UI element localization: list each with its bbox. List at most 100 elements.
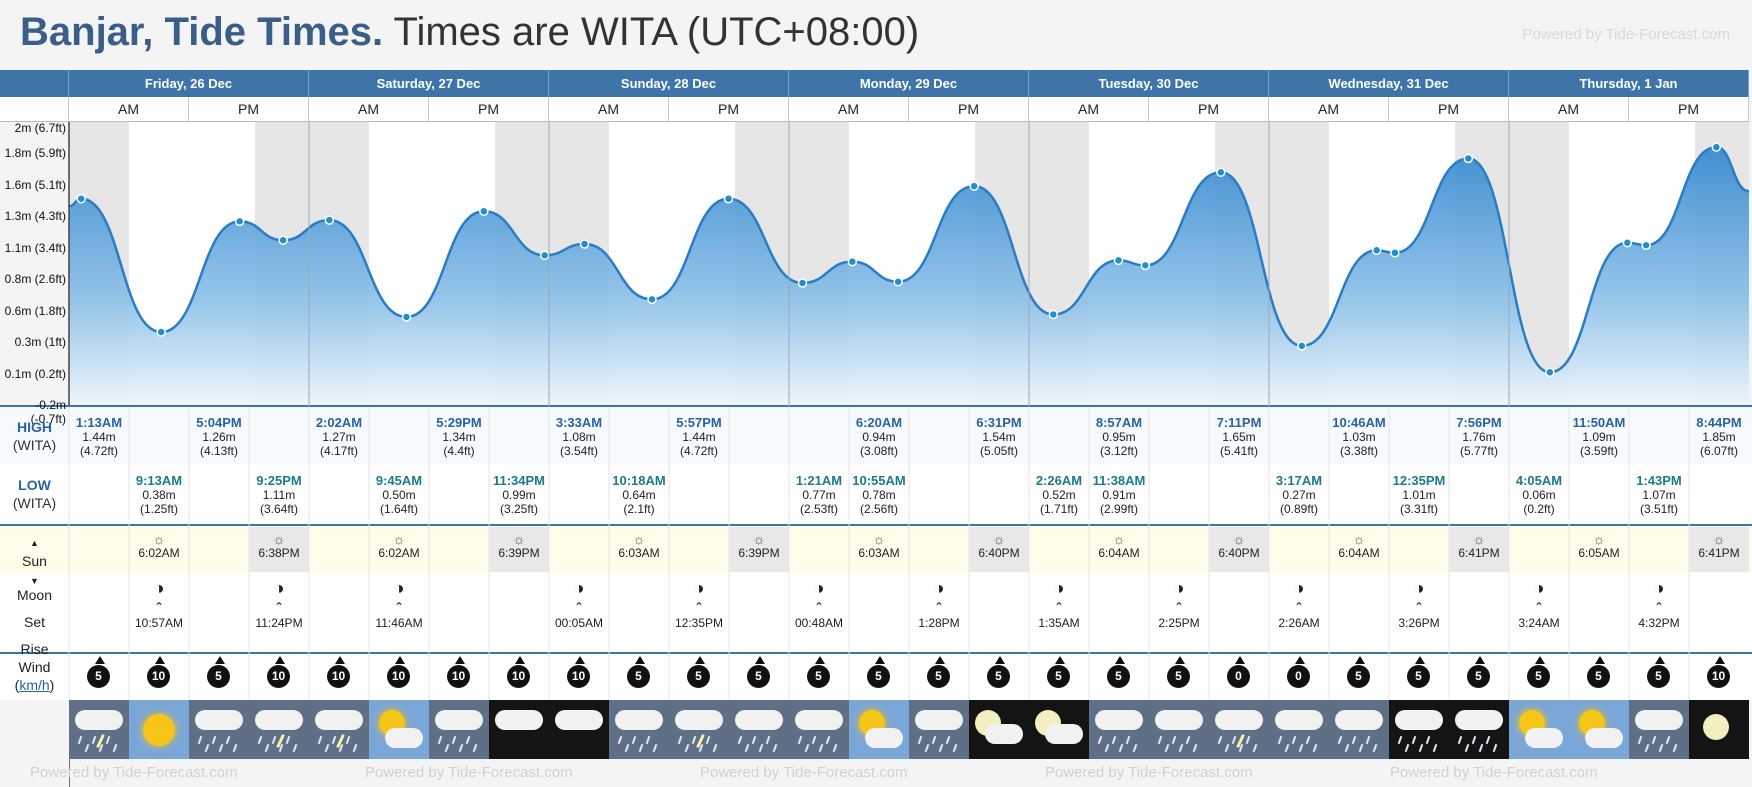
wind-direction-icon bbox=[1115, 656, 1125, 664]
moon-cell: ◑ ⌃ 10:57AM bbox=[129, 578, 189, 630]
sunset-cell: ☼ 6:38PM bbox=[249, 532, 309, 560]
tide-height-ft: (4.13ft) bbox=[199, 444, 238, 458]
wind-speed: 5 bbox=[1587, 665, 1610, 688]
cloud-shape bbox=[615, 710, 663, 730]
tide-height-ft: (3.38ft) bbox=[1339, 444, 1378, 458]
rain-icon bbox=[189, 700, 249, 759]
rain-drop bbox=[1372, 743, 1378, 753]
high-tide-cell: 7:56PM 1.76m (5.77ft) bbox=[1449, 416, 1509, 459]
y-tick-label: 2m (6.7ft) bbox=[14, 121, 66, 136]
tide-height-m: 1.54m bbox=[982, 430, 1016, 444]
wind-cell: 10 bbox=[429, 653, 489, 703]
sunrise-time: 6:04AM bbox=[1098, 546, 1140, 560]
sunrise-icon: ☼ bbox=[1112, 531, 1126, 547]
tide-height-ft: (3.31ft) bbox=[1399, 502, 1438, 516]
sunrise-time: 6:02AM bbox=[378, 546, 420, 560]
wind-direction-icon bbox=[395, 656, 405, 664]
y-tick-label: 0.8m (2.6ft) bbox=[4, 272, 66, 287]
wind-direction-icon bbox=[935, 656, 945, 664]
tide-height-m: 0.38m bbox=[142, 488, 176, 502]
wind-direction-icon bbox=[635, 656, 645, 664]
cloud-shape bbox=[195, 710, 243, 730]
high-tide-cell: 10:46AM 1.03m (3.38ft) bbox=[1329, 416, 1389, 459]
rain-drop bbox=[1644, 743, 1650, 753]
wind-unit-link[interactable]: km/h bbox=[19, 677, 50, 693]
tide-height-m: 0.27m bbox=[1282, 488, 1316, 502]
tide-height-ft: (2.99ft) bbox=[1099, 502, 1138, 516]
day-header: Saturday, 27 Dec bbox=[309, 70, 549, 97]
pm-label: PM bbox=[1629, 97, 1749, 122]
tide-time: 10:55AM bbox=[852, 473, 906, 488]
wind-speed: 0 bbox=[1227, 665, 1250, 688]
moon-cell: ◑ ⌃ 00:48AM bbox=[789, 578, 849, 630]
wind-direction-icon bbox=[1055, 656, 1065, 664]
wind-speed: 5 bbox=[1647, 665, 1670, 688]
rain-drop bbox=[352, 743, 358, 753]
high-tide-cell: 2:02AM 1.27m (4.17ft) bbox=[309, 416, 369, 459]
moon-phase-icon: ◑ bbox=[273, 578, 285, 598]
moonrise-icon: ⌃ bbox=[1053, 600, 1065, 614]
tide-time: 3:33AM bbox=[555, 415, 603, 430]
tide-height-ft: (2.53ft) bbox=[799, 502, 838, 516]
cloud-shape bbox=[735, 710, 783, 730]
cloud-shape bbox=[555, 710, 603, 730]
tide-time: 1:21AM bbox=[795, 473, 843, 488]
page-header: Banjar, Tide Times. Times are WITA (UTC+… bbox=[0, 0, 1752, 70]
rain-icon bbox=[789, 700, 849, 759]
cloud-shape bbox=[1335, 710, 1383, 730]
tide-height-ft: (2.1ft) bbox=[623, 502, 655, 516]
tide-height-ft: (5.41ft) bbox=[1219, 444, 1258, 458]
tide-height-m: 0.77m bbox=[802, 488, 836, 502]
low-tide-cell: 9:13AM 0.38m (1.25ft) bbox=[129, 474, 189, 517]
rain-drop bbox=[451, 735, 457, 745]
rain-drop bbox=[1418, 743, 1424, 753]
rain-drop bbox=[1185, 735, 1191, 745]
sunset-cell: ☼ 6:40PM bbox=[1209, 532, 1269, 560]
moonrise-icon: ⌃ bbox=[1413, 600, 1425, 614]
rain-drop bbox=[684, 743, 690, 753]
high-tide-cell: 8:57AM 0.95m (3.12ft) bbox=[1089, 416, 1149, 459]
wind-speed: 0 bbox=[1287, 665, 1310, 688]
tide-height-m: 1.85m bbox=[1702, 430, 1736, 444]
moon-cell: ◑ ⌃ 2:26AM bbox=[1269, 578, 1329, 630]
high-tide-cell: 5:57PM 1.44m (4.72ft) bbox=[669, 416, 729, 459]
rain-drop bbox=[458, 743, 464, 753]
tide-height-ft: (3.59ft) bbox=[1579, 444, 1618, 458]
pm-label: PM bbox=[909, 97, 1029, 122]
powered-by[interactable]: Powered by Tide-Forecast.com bbox=[1522, 26, 1730, 43]
rain-icon bbox=[609, 700, 669, 759]
cloud-shape bbox=[675, 710, 723, 730]
pm-label: PM bbox=[429, 97, 549, 122]
rain-drop bbox=[677, 735, 683, 745]
sunset-icon: ☼ bbox=[512, 531, 526, 547]
wind-speed: 5 bbox=[747, 665, 770, 688]
sunset-icon: ☼ bbox=[272, 531, 286, 547]
wind-speed: 5 bbox=[1467, 665, 1490, 688]
wind-direction-icon bbox=[1715, 656, 1725, 664]
wind-speed: 5 bbox=[87, 665, 110, 688]
rain-drop bbox=[257, 735, 263, 745]
moon-cell: ◑ ⌃ 11:24PM bbox=[249, 578, 309, 630]
y-tick-label: 0.1m (0.2ft) bbox=[4, 366, 66, 381]
rain-drop bbox=[938, 743, 944, 753]
moon-cell: ◑ ⌃ 3:26PM bbox=[1389, 578, 1449, 630]
rain-drop bbox=[617, 735, 623, 745]
tide-height-m: 1.03m bbox=[1342, 430, 1376, 444]
tide-point bbox=[401, 312, 412, 322]
y-tick-label: 1.8m (5.9ft) bbox=[4, 146, 66, 161]
tide-time: 3:17AM bbox=[1275, 473, 1323, 488]
wind-cell: 0 bbox=[1209, 653, 1269, 703]
high-tide-cell: 11:50AM 1.09m (3.59ft) bbox=[1569, 416, 1629, 459]
moon-label: Moon bbox=[16, 587, 53, 603]
weather-row-label-bg bbox=[0, 700, 69, 787]
rain-drop bbox=[772, 743, 778, 753]
wind-direction-icon bbox=[455, 656, 465, 664]
rain-drop bbox=[1404, 743, 1410, 753]
rain-drop bbox=[1217, 735, 1223, 745]
wind-speed: 5 bbox=[987, 665, 1010, 688]
sunset-cell-bg bbox=[1209, 527, 1269, 572]
day-header: Friday, 26 Dec bbox=[69, 70, 309, 97]
low-tide-cell: 1:43PM 1.07m (3.51ft) bbox=[1629, 474, 1689, 517]
rain-drop bbox=[744, 743, 750, 753]
wind-direction-icon bbox=[875, 656, 885, 664]
